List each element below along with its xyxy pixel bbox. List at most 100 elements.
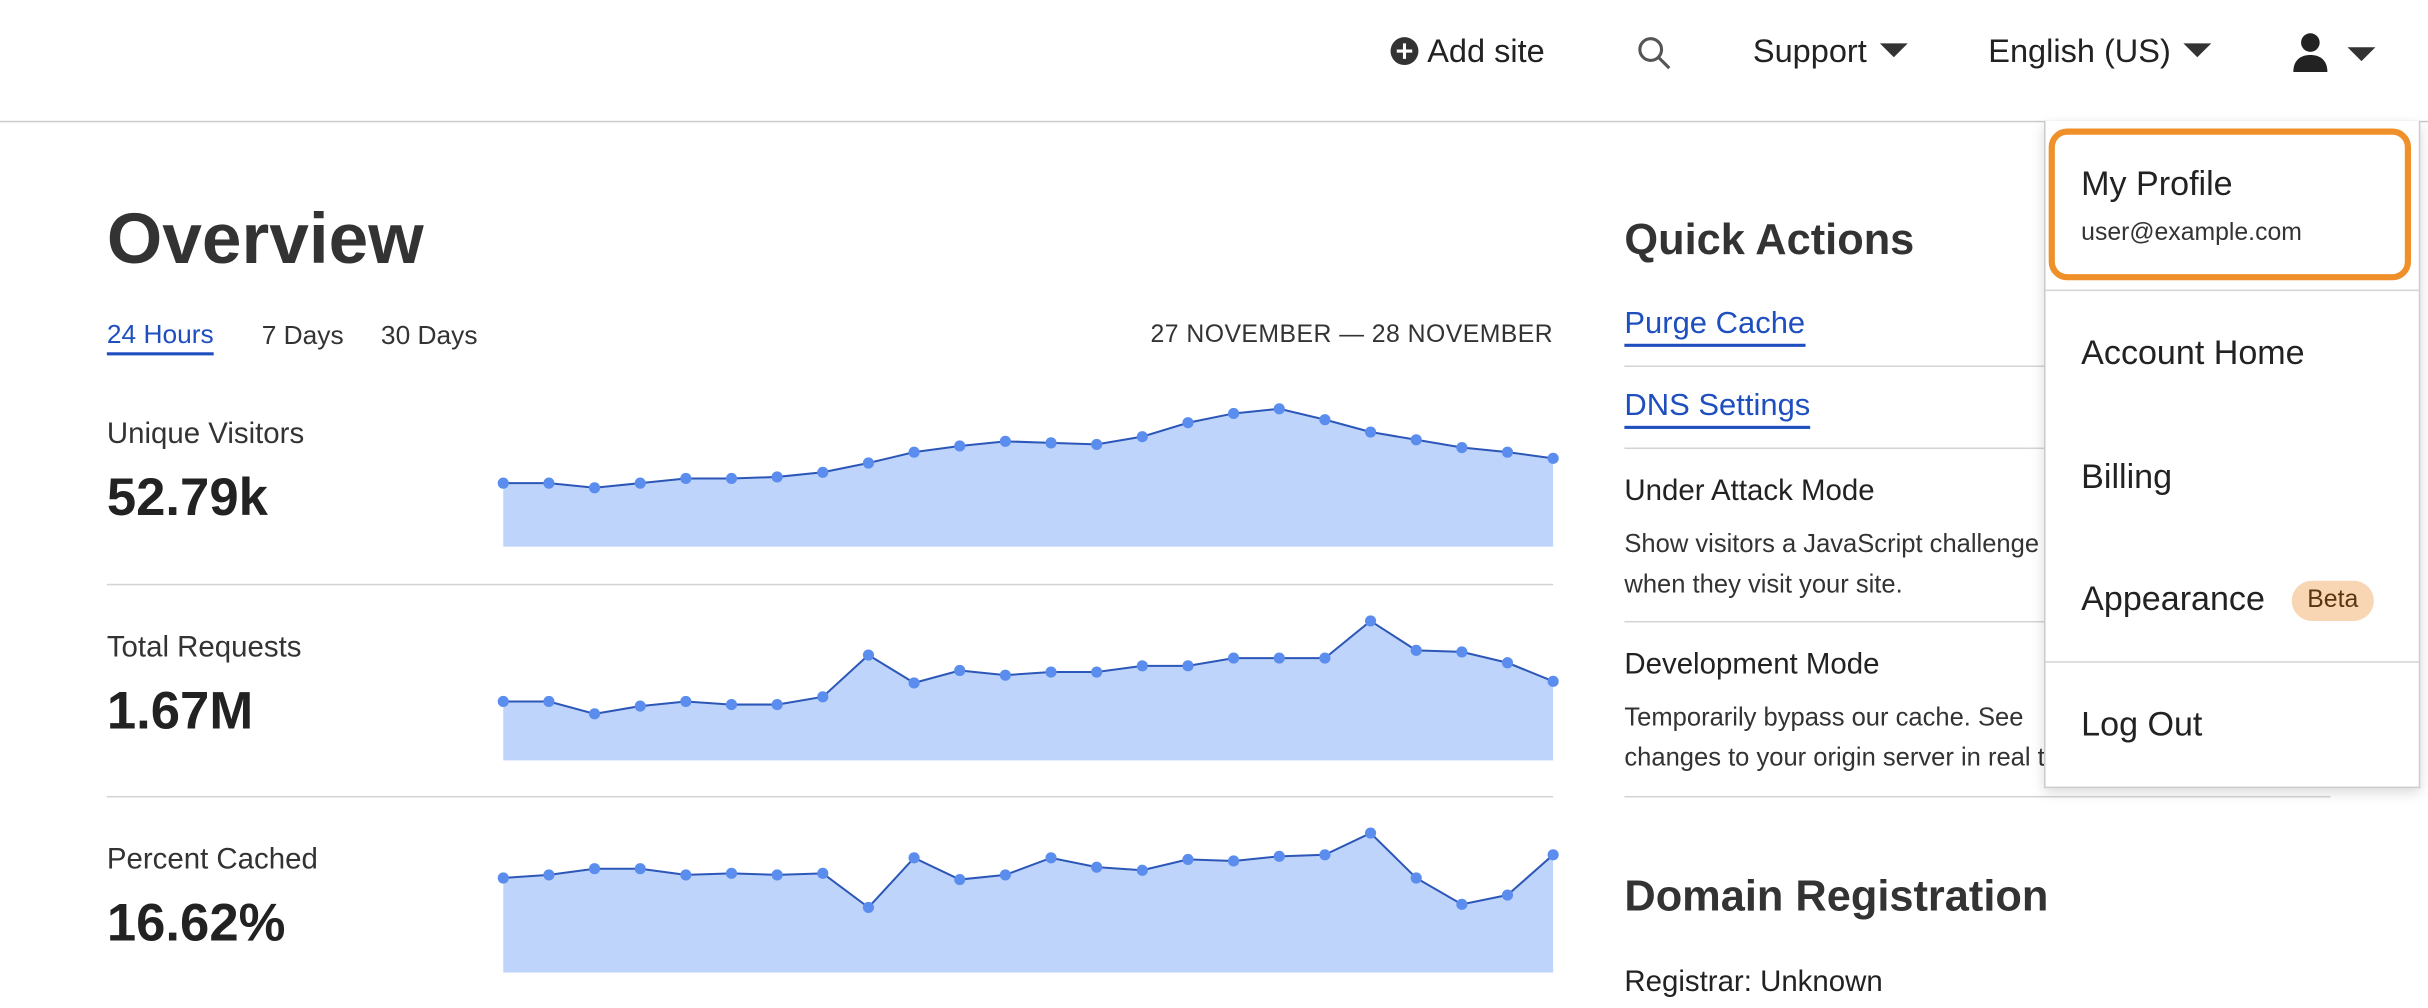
- metric-value: 16.62%: [106, 894, 286, 954]
- point: [680, 472, 692, 485]
- point: [1182, 660, 1194, 672]
- point: [771, 698, 783, 711]
- date-range: 27 NOVEMBER — 28 NOVEMBER: [1150, 322, 1554, 349]
- point: [497, 695, 509, 708]
- area-fill: [503, 620, 1554, 761]
- point: [1228, 407, 1240, 420]
- point: [497, 477, 509, 489]
- line: [503, 407, 1554, 489]
- point: [1410, 434, 1422, 446]
- point: [817, 466, 829, 478]
- point: [725, 698, 738, 711]
- point: [817, 867, 829, 879]
- line: [503, 619, 1554, 715]
- divider: [1624, 620, 2331, 623]
- menu-item[interactable]: Account Home: [2081, 332, 2305, 372]
- point: [1319, 652, 1331, 664]
- section-title: Domain Registration: [1624, 871, 2049, 920]
- point: [862, 649, 875, 661]
- point: [634, 863, 646, 875]
- setting-title: Under Attack Mode: [1624, 475, 1875, 508]
- point: [1547, 849, 1559, 861]
- menu-item[interactable]: Appearance: [2081, 579, 2265, 618]
- action-link[interactable]: Purge Cache: [1624, 307, 1806, 347]
- support-menu[interactable]: Support: [1752, 34, 1908, 71]
- metric-value: 52.79k: [106, 468, 268, 528]
- setting-description: changes to your origin server in real ti…: [1624, 744, 2094, 772]
- point: [954, 873, 966, 886]
- area-fill: [503, 408, 1554, 547]
- point: [1364, 827, 1377, 839]
- point: [999, 669, 1011, 681]
- menu-item[interactable]: Billing: [2081, 456, 2173, 496]
- point: [1319, 414, 1331, 426]
- setting-description: Temporarily bypass our cache. See: [1624, 703, 2024, 732]
- point: [771, 869, 783, 881]
- point: [1045, 437, 1057, 449]
- user-icon: [2293, 33, 2328, 73]
- section-title: Quick Actions: [1624, 215, 1915, 264]
- point: [543, 695, 555, 708]
- point: [725, 472, 738, 485]
- point: [1136, 864, 1148, 876]
- point: [817, 691, 829, 703]
- point: [1456, 898, 1468, 910]
- point: [1228, 855, 1240, 867]
- email: user@example.com: [2081, 219, 2302, 247]
- point: [999, 869, 1011, 881]
- point: [1501, 889, 1514, 901]
- support-label: Support: [1752, 34, 1867, 70]
- tab[interactable]: 7 Days: [261, 320, 344, 350]
- point: [588, 863, 601, 875]
- point: [1182, 417, 1194, 429]
- sparkline: [497, 615, 1559, 761]
- header-border: [0, 120, 2428, 123]
- point: [1410, 644, 1422, 656]
- area-fill: [503, 833, 1554, 973]
- beta-badge: Beta: [2291, 580, 2374, 621]
- setting-title: Development Mode: [1624, 648, 1880, 682]
- point: [1091, 861, 1103, 873]
- point: [1456, 646, 1468, 658]
- point: [680, 869, 692, 881]
- point: [1456, 441, 1468, 454]
- point: [1319, 849, 1331, 861]
- point: [862, 457, 875, 469]
- metric-label: Total Requests: [106, 631, 302, 665]
- point: [725, 867, 738, 879]
- tab[interactable]: 24 Hours: [106, 320, 214, 356]
- tab[interactable]: 30 Days: [380, 320, 478, 350]
- line: [503, 831, 1554, 909]
- point: [1091, 438, 1103, 450]
- action-link[interactable]: DNS Settings: [1624, 389, 1811, 429]
- point: [1501, 657, 1514, 669]
- point: [954, 440, 966, 452]
- sparkline: [497, 827, 1559, 973]
- user-menu[interactable]: [2292, 32, 2376, 74]
- point: [1364, 615, 1377, 627]
- point: [1547, 452, 1559, 464]
- divider: [1624, 795, 2331, 798]
- menu-item[interactable]: Log Out: [2081, 704, 2203, 744]
- divider: [1624, 365, 2331, 367]
- sparkline: [497, 403, 1559, 547]
- point: [771, 471, 783, 483]
- point: [497, 872, 509, 884]
- point: [1501, 446, 1514, 458]
- add-site-button[interactable]: Add site: [1389, 34, 1545, 71]
- metric-label: Percent Cached: [106, 843, 318, 877]
- point: [634, 477, 646, 489]
- search-icon[interactable]: [1637, 36, 1674, 73]
- profile-item[interactable]: [2048, 128, 2412, 281]
- point: [680, 695, 692, 708]
- point: [999, 435, 1011, 447]
- point: [1273, 652, 1285, 664]
- language-menu[interactable]: English (US): [1988, 34, 2212, 71]
- point: [634, 700, 646, 712]
- divider: [1624, 447, 2331, 450]
- point: [1091, 666, 1103, 678]
- point: [908, 677, 920, 689]
- metric-label: Unique Visitors: [106, 418, 305, 451]
- setting-description: when they visit your site.: [1624, 570, 1903, 599]
